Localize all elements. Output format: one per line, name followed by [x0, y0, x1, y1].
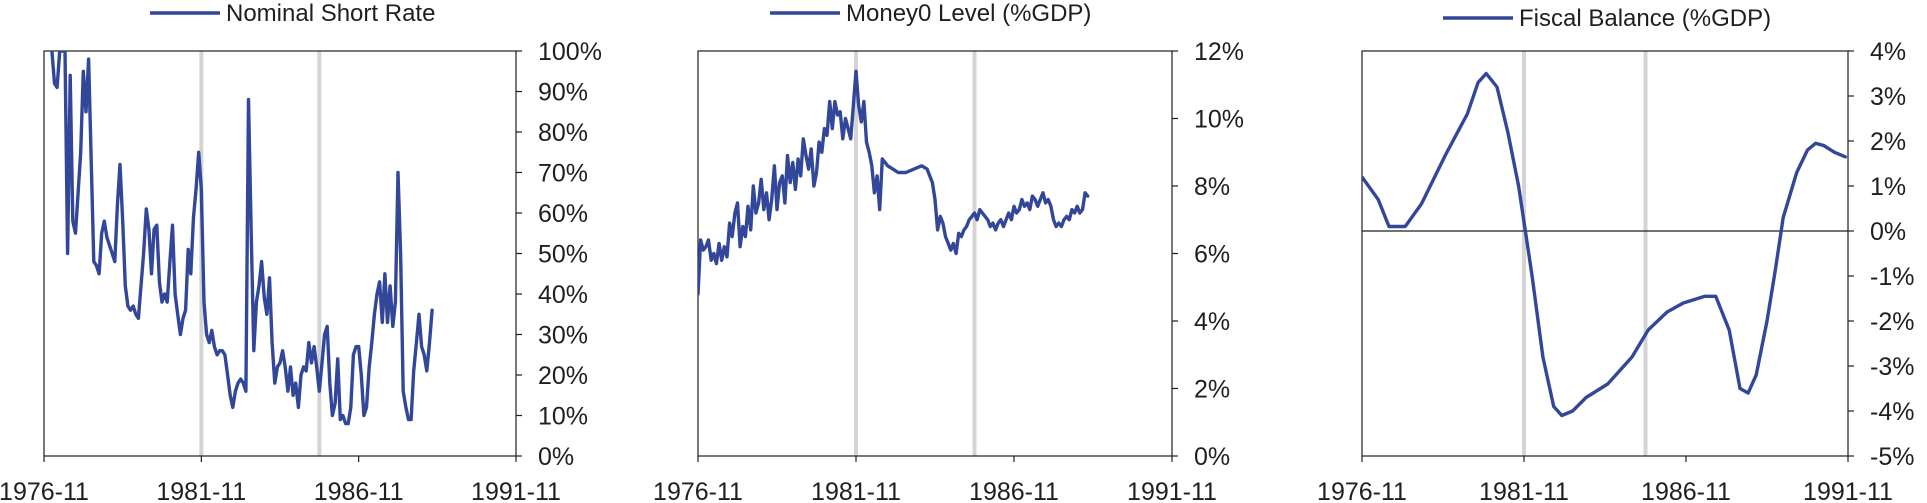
x-tick-label: 1991-11 [471, 478, 561, 503]
y-tick-label: 12% [1194, 38, 1244, 66]
x-tick-label: 1976-11 [653, 478, 743, 503]
x-tick-label: 1991-11 [1803, 478, 1893, 503]
chart-panel-2: 0% 2% 4% 6% 8% 10% 12% 1976-11 1981-11 1986-11 199… [653, 0, 1244, 503]
y-tick-label: 10% [538, 403, 588, 431]
y-tick-label: 0% [1194, 443, 1230, 471]
y-tick-label: 80% [538, 119, 588, 147]
y-tick-label: 60% [538, 200, 588, 228]
y-tick-label: 40% [538, 281, 588, 309]
series-line [50, 51, 434, 426]
y-tick-label: -2% [1870, 308, 1914, 336]
y-tick-label: -5% [1870, 443, 1914, 471]
y-tick-label: 0% [1870, 218, 1906, 246]
x-tick-label: 1986-11 [314, 478, 404, 503]
chart-panel-3: -5% -4% -3% -2% -1% 0% 1% 2% 3% 4% 1976-11 1981-11 1… [1317, 5, 1914, 503]
y-tick-label: 3% [1870, 83, 1906, 111]
y-tick-label: 4% [1194, 308, 1230, 336]
y-tick-label: 8% [1194, 173, 1230, 201]
series-line [698, 69, 1090, 296]
y-tick-label: 2% [1870, 128, 1906, 156]
chart-panel-1: 0% 10% 20% 30% 40% 50% 60% 70% 80% 90% 100% 1976-11… [0, 0, 602, 503]
legend-label: Fiscal Balance (%GDP) [1519, 5, 1771, 32]
y-tick-label: -1% [1870, 263, 1914, 291]
y-tick-label: -4% [1870, 398, 1914, 426]
series-line [1362, 71, 1847, 418]
y-tick-label: 6% [1194, 241, 1230, 269]
y-tick-label: 2% [1194, 376, 1230, 404]
x-tick-label: 1976-11 [0, 478, 89, 503]
x-tick-label: 1981-11 [156, 478, 246, 503]
y-tick-label: 1% [1870, 173, 1906, 201]
x-tick-label: 1991-11 [1127, 478, 1217, 503]
plot-frame [697, 50, 1173, 457]
legend-label: Nominal Short Rate [226, 0, 435, 27]
y-tick-label: 90% [538, 79, 588, 107]
y-tick-label: -3% [1870, 353, 1914, 381]
x-tick-label: 1976-11 [1317, 478, 1407, 503]
x-tick-label: 1986-11 [1641, 478, 1731, 503]
y-tick-label: 0% [538, 443, 574, 471]
y-tick-label: 10% [1194, 106, 1244, 134]
y-tick-label: 30% [538, 322, 588, 350]
y-tick-label: 4% [1870, 38, 1906, 66]
y-tick-label: 20% [538, 362, 588, 390]
y-tick-label: 50% [538, 241, 588, 269]
y-tick-label: 100% [538, 38, 602, 66]
x-tick-label: 1986-11 [969, 478, 1059, 503]
x-tick-label: 1981-11 [811, 478, 901, 503]
x-tick-label: 1981-11 [1479, 478, 1569, 503]
y-tick-label: 70% [538, 160, 588, 188]
legend-label: Money0 Level (%GDP) [846, 0, 1091, 27]
plot-frame [1361, 50, 1849, 457]
